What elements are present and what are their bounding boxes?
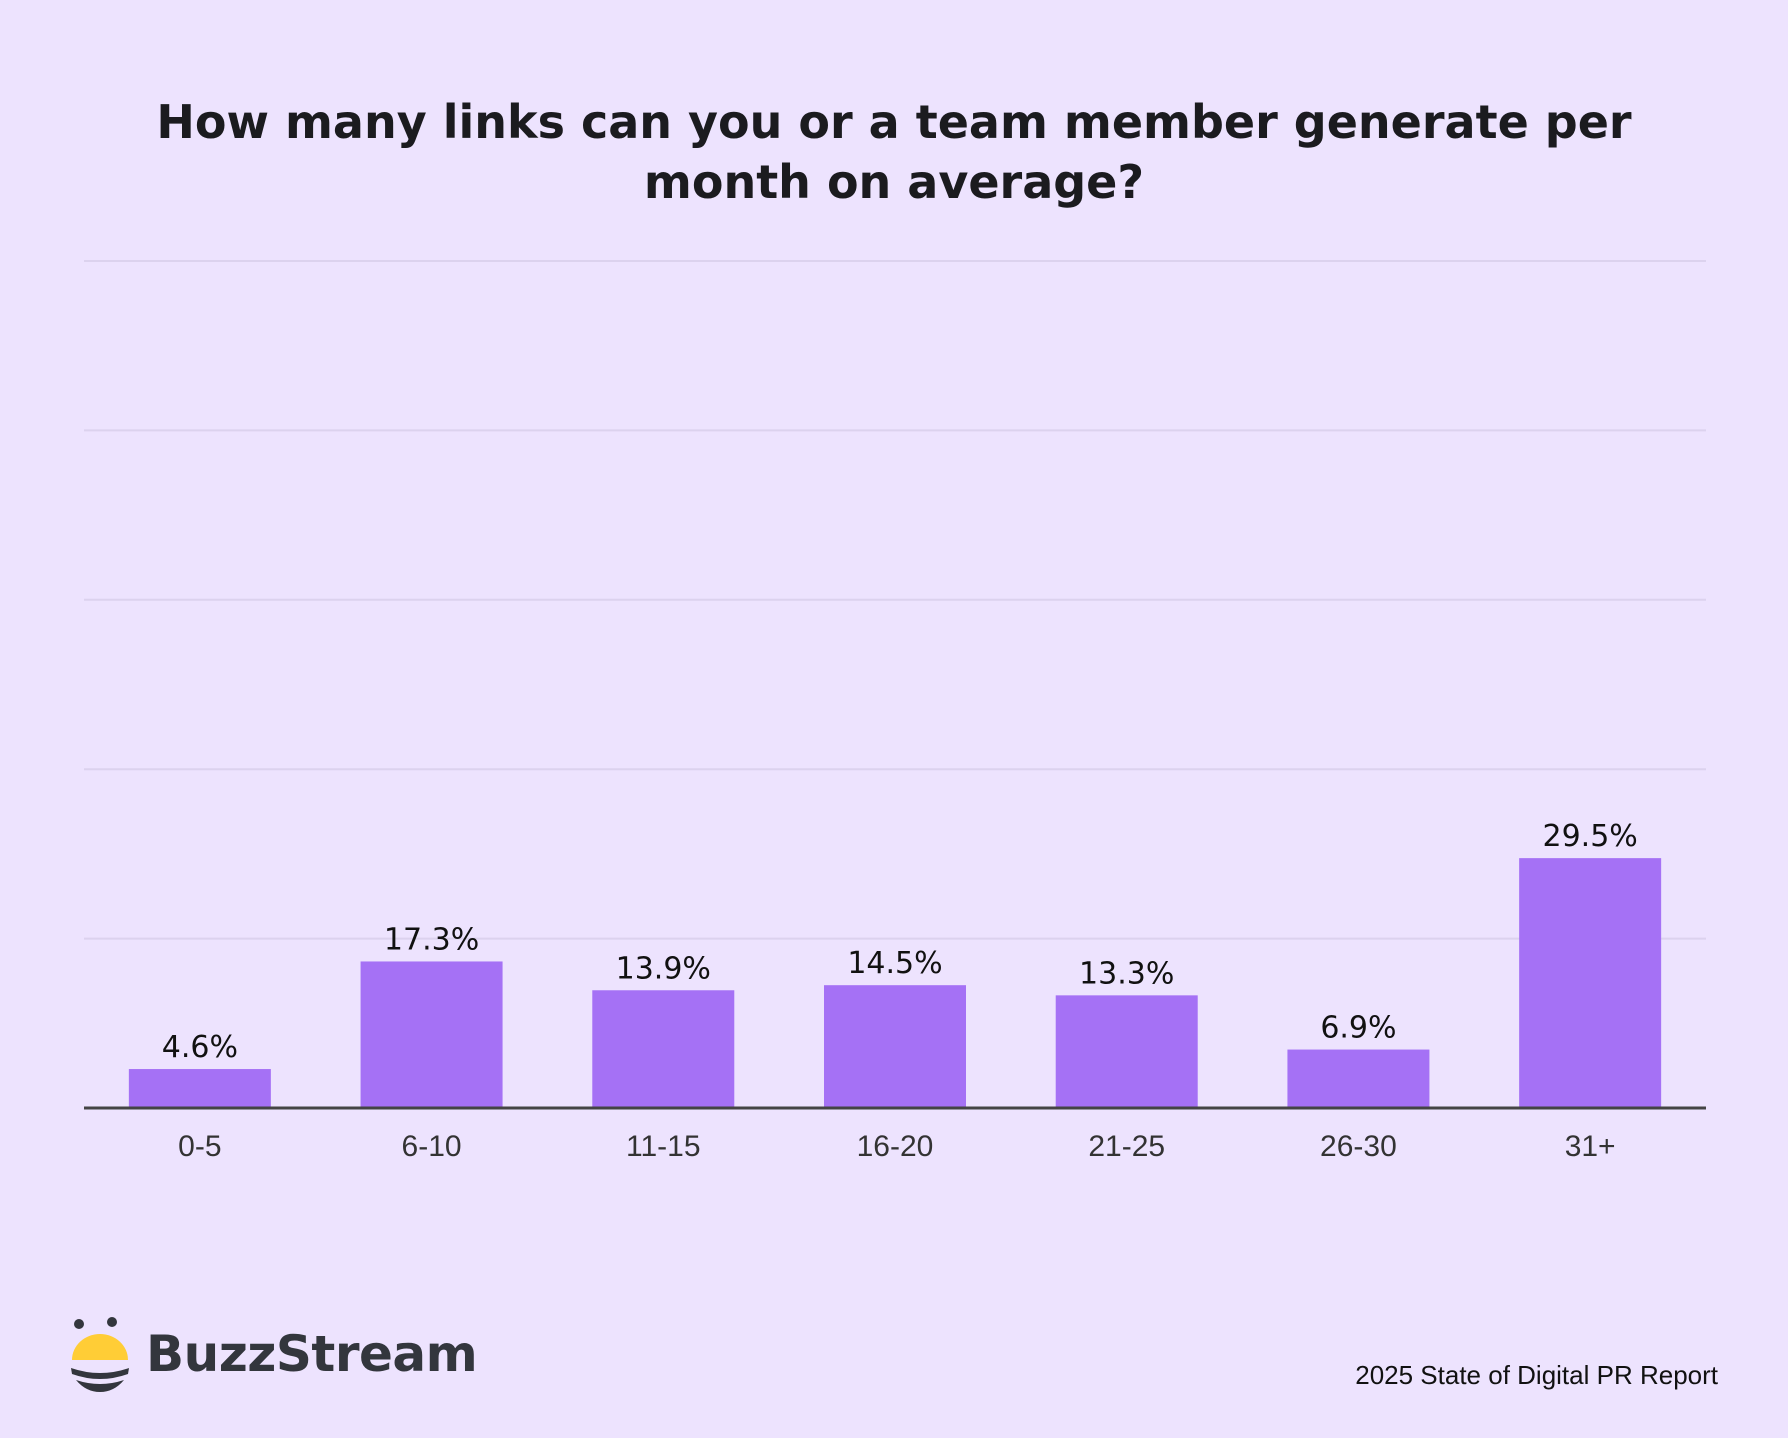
bar: [1055, 995, 1198, 1108]
bar: [128, 1069, 271, 1108]
chart-title: How many links can you or a team member …: [156, 95, 1632, 209]
report-name: 2025 State of Digital PR Report: [1355, 1360, 1718, 1390]
data-label: 13.9%: [616, 951, 711, 986]
data-label: 17.3%: [384, 922, 479, 957]
bar: [592, 990, 735, 1108]
data-label: 29.5%: [1542, 819, 1637, 854]
x-tick-label: 21-25: [1088, 1130, 1165, 1163]
x-tick-label: 26-30: [1320, 1130, 1397, 1163]
data-label: 14.5%: [847, 946, 942, 981]
bar: [1287, 1049, 1430, 1108]
logo-wordmark: BuzzStream: [146, 1325, 478, 1383]
x-tick-label: 11-15: [626, 1130, 701, 1163]
data-label: 6.9%: [1320, 1011, 1396, 1046]
x-tick-label: 6-10: [402, 1130, 462, 1163]
bar: [360, 961, 503, 1108]
bar: [824, 985, 966, 1108]
x-tick-label: 31+: [1565, 1130, 1616, 1163]
data-label: 13.3%: [1079, 956, 1174, 991]
x-tick-label: 16-20: [857, 1130, 934, 1163]
x-tick-label: 0-5: [178, 1130, 221, 1163]
data-label: 4.6%: [162, 1030, 238, 1065]
bar: [1519, 858, 1662, 1108]
bee-logo-icon: [71, 1317, 129, 1392]
buzzstream-logo: BuzzStream: [70, 1316, 478, 1392]
